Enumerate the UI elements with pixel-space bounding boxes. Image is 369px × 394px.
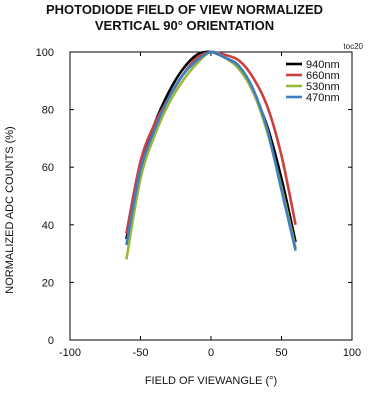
legend-label-530nm: 530nm bbox=[306, 81, 340, 93]
x-tick-label-1: -50 bbox=[133, 347, 149, 359]
x-axis-label: FIELD OF VIEWANGLE (°) bbox=[144, 375, 278, 387]
x-tick-label-3: 50 bbox=[275, 347, 287, 359]
series-line-470nm bbox=[125, 50, 297, 252]
x-tick-label-0: -100 bbox=[59, 347, 81, 359]
y-axis-label: NORMALIZED ADC COUNTS (%) bbox=[4, 126, 16, 294]
y-tick-label-0: 0 bbox=[48, 335, 54, 347]
legend-label-940nm: 940nm bbox=[306, 59, 340, 71]
y-tick-label-1: 20 bbox=[42, 277, 54, 289]
series-line-530nm bbox=[125, 50, 297, 260]
chart-title-line-1: PHOTODIODE FIELD OF VIEW NORMALIZED bbox=[45, 2, 324, 17]
y-tick-label-5: 100 bbox=[36, 47, 54, 59]
x-tick-label-4: 100 bbox=[343, 347, 361, 359]
legend-label-470nm: 470nm bbox=[306, 92, 340, 104]
y-tick-label-3: 60 bbox=[42, 162, 54, 174]
y-tick-label-4: 80 bbox=[42, 105, 54, 117]
chart-title-line-2: VERTICAL 90° ORIENTATION bbox=[94, 18, 275, 33]
y-tick-label-2: 40 bbox=[42, 220, 54, 232]
chart-code-label: toc20 bbox=[343, 42, 363, 51]
x-tick-label-2: 0 bbox=[208, 347, 214, 359]
legend-label-660nm: 660nm bbox=[306, 70, 340, 82]
chart-title: PHOTODIODE FIELD OF VIEW NORMALIZED VERT… bbox=[0, 2, 369, 34]
